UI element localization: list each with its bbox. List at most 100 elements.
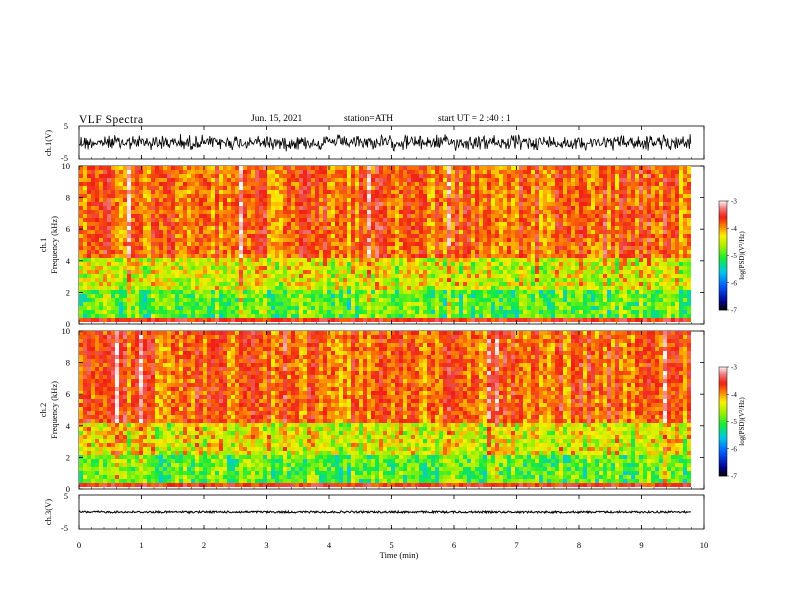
spectrogram-cell bbox=[567, 174, 571, 178]
spectrogram-cell bbox=[143, 190, 147, 194]
spectrogram-cell bbox=[143, 278, 147, 282]
spectrogram-cell bbox=[223, 250, 227, 254]
spectrogram-cell bbox=[227, 258, 231, 262]
spectrogram-cell bbox=[175, 170, 179, 174]
spectrogram-cell bbox=[387, 282, 391, 286]
spectrogram-cell bbox=[495, 186, 499, 190]
spectrogram-cell bbox=[583, 174, 587, 178]
spectrogram-cell bbox=[275, 290, 279, 294]
spectrogram-cell bbox=[187, 266, 191, 270]
spectrogram-cell bbox=[223, 190, 227, 194]
spectrogram-cell bbox=[303, 206, 307, 210]
spectrogram-cell bbox=[479, 178, 483, 182]
spectrogram-cell bbox=[227, 250, 231, 254]
spectrogram-cell bbox=[423, 186, 427, 190]
spectrogram-cell bbox=[279, 226, 283, 230]
spectrogram-cell bbox=[467, 246, 471, 250]
spectrogram-cell bbox=[495, 290, 499, 294]
spectrogram-cell bbox=[667, 278, 671, 282]
spectrogram-cell bbox=[123, 258, 127, 262]
spectrogram-cell bbox=[335, 214, 339, 218]
spectrogram-cell bbox=[91, 234, 95, 238]
spectrogram-cell bbox=[403, 182, 407, 186]
spectrogram-cell bbox=[539, 258, 543, 262]
spectrogram-cell bbox=[191, 294, 195, 298]
spectrogram-cell bbox=[227, 286, 231, 290]
spectrogram-cell bbox=[619, 218, 623, 222]
spectrogram-cell bbox=[275, 206, 279, 210]
spectrogram-cell bbox=[263, 258, 267, 262]
spectrogram-cell bbox=[523, 206, 527, 210]
spectrogram-cell bbox=[367, 230, 371, 234]
spectrogram-cell bbox=[379, 182, 383, 186]
spectrogram-cell bbox=[483, 282, 487, 286]
spectrogram-cell bbox=[187, 278, 191, 282]
spectrogram-cell bbox=[79, 278, 83, 282]
spectrogram-cell bbox=[243, 182, 247, 186]
spectrogram-cell bbox=[619, 274, 623, 278]
spectrogram-cell bbox=[271, 222, 275, 226]
spectrogram-cell bbox=[347, 166, 351, 170]
spectrogram-cell bbox=[531, 178, 535, 182]
spectrogram-cell bbox=[499, 230, 503, 234]
spectrogram-cell bbox=[171, 238, 175, 242]
spectrogram-cell bbox=[443, 274, 447, 278]
spectrogram-cell bbox=[551, 166, 555, 170]
spectrogram-cell bbox=[635, 258, 639, 262]
spectrogram-cell bbox=[439, 242, 443, 246]
spectrogram-cell bbox=[379, 174, 383, 178]
spectrogram-cell bbox=[439, 222, 443, 226]
spectrogram-cell bbox=[139, 182, 143, 186]
spectrogram-cell bbox=[527, 234, 531, 238]
spectrogram-cell bbox=[247, 238, 251, 242]
spectrogram-cell bbox=[103, 174, 107, 178]
spectrogram-cell bbox=[275, 226, 279, 230]
spectrogram-cell bbox=[167, 282, 171, 286]
spectrogram-cell bbox=[343, 266, 347, 270]
spectrogram-cell bbox=[283, 250, 287, 254]
spectrogram-cell bbox=[375, 270, 379, 274]
spectrogram-cell bbox=[475, 210, 479, 214]
spectrogram-cell bbox=[603, 254, 607, 258]
spectrogram-cell bbox=[667, 166, 671, 170]
spectrogram-cell bbox=[499, 286, 503, 290]
spectrogram-cell bbox=[119, 274, 123, 278]
spectrogram-cell bbox=[379, 286, 383, 290]
spectrogram-cell bbox=[107, 234, 111, 238]
spectrogram-cell bbox=[611, 182, 615, 186]
spectrogram-cell bbox=[675, 270, 679, 274]
spectrogram-cell bbox=[295, 266, 299, 270]
spectrogram-cell bbox=[299, 210, 303, 214]
spectrogram-cell bbox=[651, 222, 655, 226]
spectrogram-cell bbox=[251, 290, 255, 294]
spectrogram-cell bbox=[415, 262, 419, 266]
spectrogram-cell bbox=[143, 274, 147, 278]
spectrogram-cell bbox=[83, 266, 87, 270]
spectrogram-cell bbox=[479, 190, 483, 194]
spectrogram-cell bbox=[407, 230, 411, 234]
spectrogram-cell bbox=[259, 286, 263, 290]
spectrogram-cell bbox=[303, 170, 307, 174]
spectrogram-cell bbox=[639, 214, 643, 218]
spectrogram-cell bbox=[403, 250, 407, 254]
spectrogram-cell bbox=[603, 182, 607, 186]
spectrogram-cell bbox=[559, 222, 563, 226]
spectrogram-cell bbox=[507, 234, 511, 238]
spectrogram-cell bbox=[527, 202, 531, 206]
spectrogram-cell bbox=[387, 202, 391, 206]
spectrogram-cell bbox=[239, 202, 243, 206]
spectrogram-cell bbox=[431, 214, 435, 218]
spectrogram-cell bbox=[359, 230, 363, 234]
spectrogram-cell bbox=[327, 174, 331, 178]
spectrogram-cell bbox=[659, 258, 663, 262]
spectrogram-cell bbox=[479, 258, 483, 262]
spectrogram-cell bbox=[299, 222, 303, 226]
spectrogram-cell bbox=[231, 190, 235, 194]
spectrogram-cell bbox=[559, 202, 563, 206]
spectrogram-cell bbox=[187, 282, 191, 286]
spectrogram-cell bbox=[435, 178, 439, 182]
spectrogram-cell bbox=[559, 178, 563, 182]
spectrogram-cell bbox=[347, 198, 351, 202]
spectrogram-cell bbox=[411, 190, 415, 194]
spectrogram-cell bbox=[439, 282, 443, 286]
